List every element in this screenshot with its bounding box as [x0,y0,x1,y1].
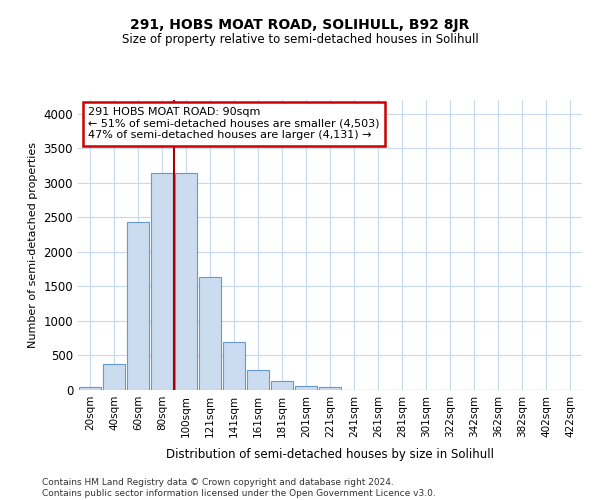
Bar [295,386,317,390]
Bar [79,386,101,390]
Bar [199,278,221,390]
Text: 291 HOBS MOAT ROAD: 90sqm
← 51% of semi-detached houses are smaller (4,503)
47% : 291 HOBS MOAT ROAD: 90sqm ← 51% of semi-… [88,108,380,140]
Text: Size of property relative to semi-detached houses in Solihull: Size of property relative to semi-detach… [122,32,478,46]
Bar [103,364,125,390]
Bar [319,386,341,390]
Bar [175,172,197,390]
Text: Contains HM Land Registry data © Crown copyright and database right 2024.
Contai: Contains HM Land Registry data © Crown c… [42,478,436,498]
Bar [223,342,245,390]
X-axis label: Distribution of semi-detached houses by size in Solihull: Distribution of semi-detached houses by … [166,448,494,461]
Bar [151,172,173,390]
Bar [271,381,293,390]
Y-axis label: Number of semi-detached properties: Number of semi-detached properties [28,142,38,348]
Bar [247,370,269,390]
Text: 291, HOBS MOAT ROAD, SOLIHULL, B92 8JR: 291, HOBS MOAT ROAD, SOLIHULL, B92 8JR [130,18,470,32]
Bar [127,222,149,390]
